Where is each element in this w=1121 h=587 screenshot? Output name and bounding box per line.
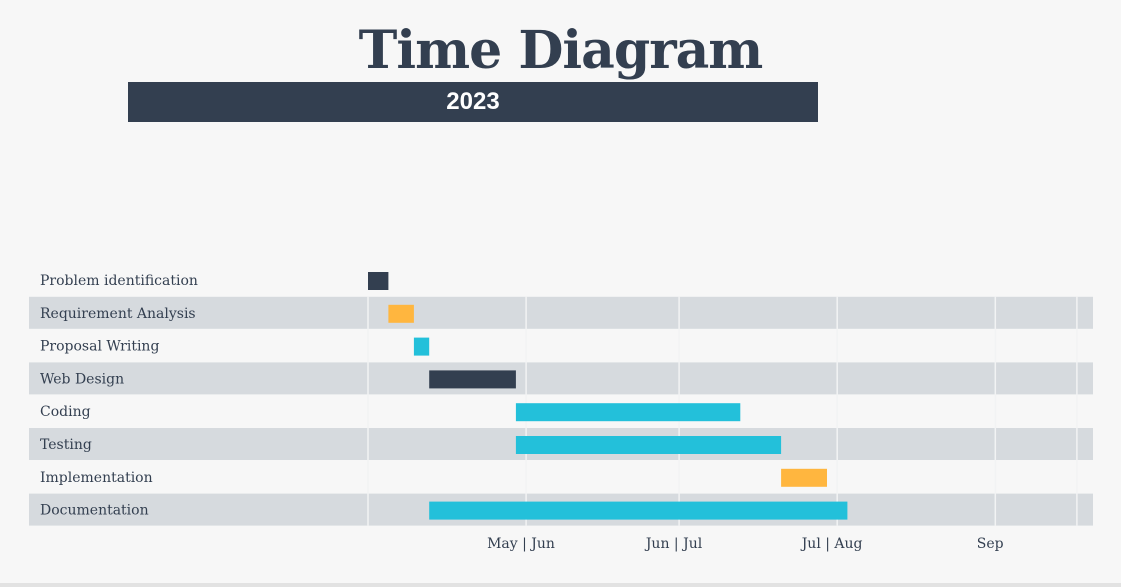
- x-tick-label: Jul | Aug: [800, 536, 863, 552]
- chart-subtitle-bar: 2023: [128, 82, 818, 122]
- chart-subtitle: 2023: [446, 88, 500, 115]
- task-bar: [781, 468, 827, 487]
- task-labels: Problem identification Requirement Analys…: [40, 273, 198, 519]
- task-bar: [429, 501, 848, 520]
- row-band: [29, 296, 1093, 329]
- task-label: Testing: [40, 437, 92, 453]
- x-axis-ticks: May | Jun Jun | Jul Jul | Aug Sep: [487, 536, 1004, 552]
- task-bar: [368, 272, 389, 290]
- x-tick-label: Sep: [977, 536, 1004, 552]
- task-bar: [429, 370, 516, 389]
- task-bars: [368, 272, 848, 520]
- task-label: Problem identification: [40, 273, 198, 289]
- task-bar: [413, 337, 430, 356]
- gridlines: [367, 296, 1078, 526]
- task-label: Requirement Analysis: [40, 306, 196, 322]
- task-bar: [515, 436, 782, 454]
- task-label: Coding: [40, 404, 91, 420]
- task-label: Web Design: [40, 371, 124, 387]
- task-bar: [388, 304, 414, 323]
- row-bands: [29, 296, 1093, 526]
- x-tick-label: May | Jun: [487, 536, 555, 552]
- chart-title: Time Diagram: [358, 20, 764, 81]
- task-label: Documentation: [40, 503, 149, 519]
- bottom-divider: [0, 583, 1121, 587]
- task-bar: [515, 403, 741, 422]
- task-label: Proposal Writing: [40, 339, 159, 355]
- row-band: [29, 362, 1093, 395]
- x-tick-label: Jun | Jul: [644, 536, 703, 552]
- task-label: Implementation: [40, 470, 153, 486]
